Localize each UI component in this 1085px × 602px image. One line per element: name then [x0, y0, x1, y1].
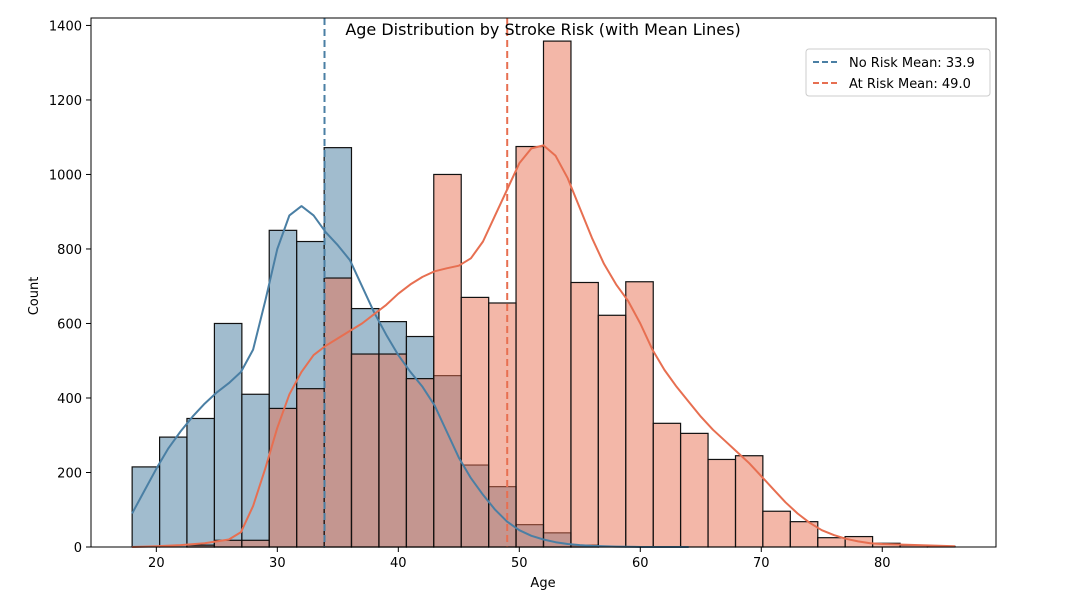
legend-label-at-risk: At Risk Mean: 49.0 [849, 77, 971, 92]
kde-line-no-risk [131, 205, 689, 548]
legend-box [805, 48, 991, 97]
y-axis-title: Count [27, 277, 42, 316]
bar-at-risk-13 [488, 302, 517, 548]
mean-lines-layer [323, 18, 509, 547]
y-tick-label: 0 [74, 541, 82, 556]
x-axis-title: Age [530, 576, 555, 591]
bar-at-risk-7 [323, 277, 353, 548]
bar-at-risk-16 [570, 281, 599, 548]
legend: No Risk Mean: 33.9 At Risk Mean: 49.0 [805, 48, 991, 97]
x-tick-label: 70 [753, 556, 770, 571]
y-tick-label: 1400 [49, 19, 82, 34]
bar-at-risk-25 [817, 537, 846, 548]
y-tick-label: 1200 [49, 94, 82, 109]
y-tick-label: 1000 [49, 168, 82, 183]
chart-title: Age Distribution by Stroke Risk (with Me… [345, 20, 740, 39]
bar-at-risk-10 [405, 378, 435, 548]
bar-at-risk-4 [241, 539, 270, 548]
bar-at-risk-15 [542, 40, 572, 548]
bar-at-risk-14 [515, 145, 545, 548]
x-tick-label: 80 [874, 556, 891, 571]
bar-at-risk-8 [350, 353, 380, 548]
x-tick-label: 50 [511, 556, 528, 571]
bar-at-risk-11 [433, 173, 462, 548]
bar-at-risk-20 [679, 432, 709, 548]
bar-at-risk-5 [268, 407, 298, 548]
kde-layer [131, 144, 955, 548]
x-tick-label: 60 [632, 556, 649, 571]
y-tick-label: 200 [57, 466, 82, 481]
x-tick-label: 20 [148, 556, 165, 571]
bar-at-risk-22 [734, 455, 764, 548]
bar-at-risk-21 [707, 458, 737, 548]
kde-line-at-risk [132, 144, 955, 548]
bar-no-risk-3 [213, 322, 243, 548]
bar-at-risk-12 [460, 296, 490, 548]
legend-label-no-risk: No Risk Mean: 33.9 [849, 56, 975, 71]
y-tick-label: 600 [57, 317, 82, 332]
bar-at-risk-23 [762, 510, 791, 548]
bar-at-risk-17 [597, 314, 627, 548]
bar-no-risk-2 [186, 417, 216, 548]
y-tick-label: 400 [57, 392, 82, 407]
bar-at-risk-9 [378, 353, 408, 548]
x-tick-label: 40 [390, 556, 407, 571]
bar-at-risk-18 [625, 281, 654, 548]
y-tick-label: 800 [57, 243, 82, 258]
x-tick-label: 30 [269, 556, 286, 571]
plot-area-frame [90, 17, 997, 548]
bar-at-risk-19 [652, 422, 682, 548]
bar-no-risk-1 [159, 436, 188, 548]
bar-at-risk-6 [296, 388, 325, 548]
